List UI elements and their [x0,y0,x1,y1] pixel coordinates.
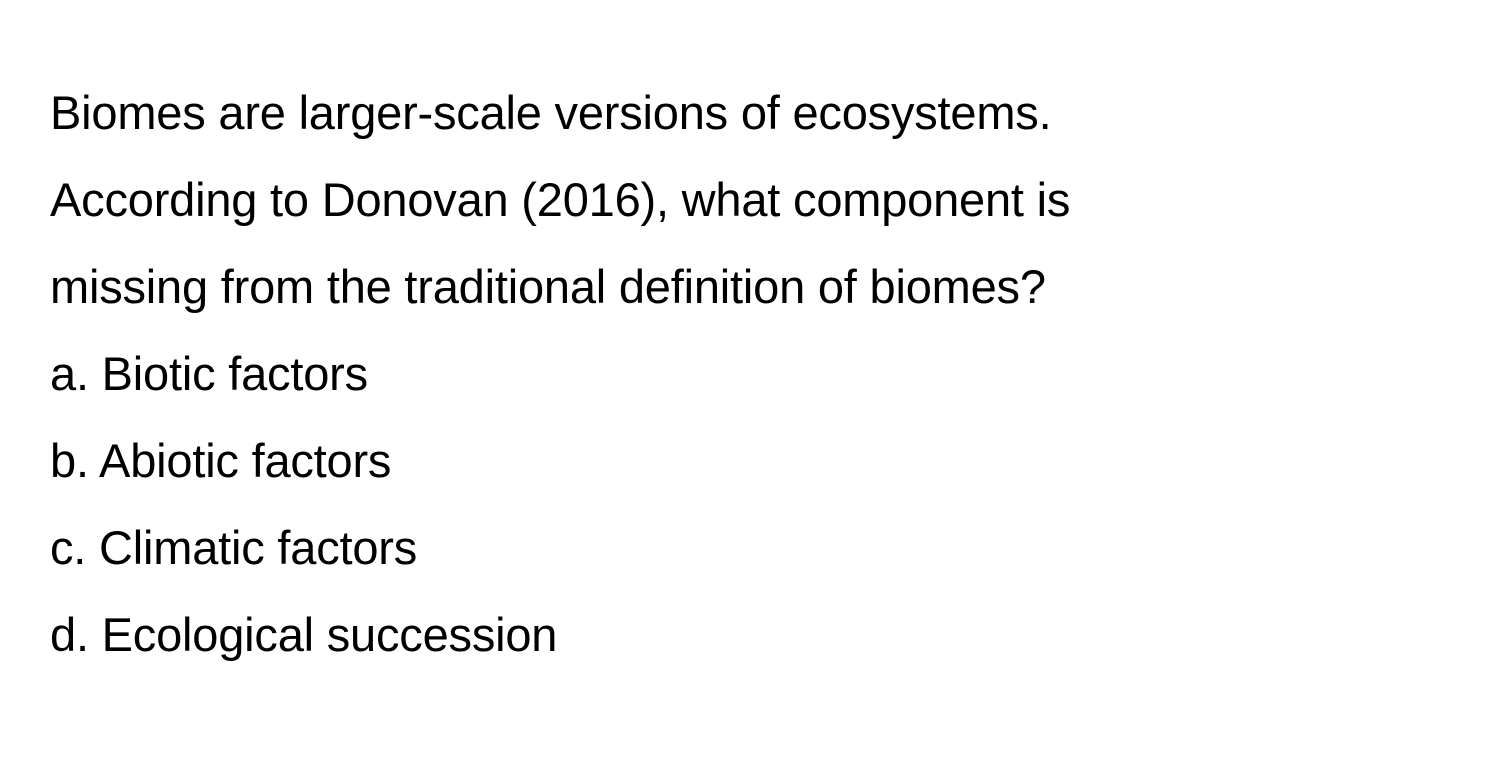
option-d[interactable]: d. Ecological succession [50,592,1450,679]
question-text-line-1: Biomes are larger-scale versions of ecos… [50,70,1450,157]
question-container: Biomes are larger-scale versions of ecos… [0,0,1500,729]
option-b[interactable]: b. Abiotic factors [50,418,1450,505]
question-text-line-3: missing from the traditional definition … [50,244,1450,331]
option-c[interactable]: c. Climatic factors [50,505,1450,592]
question-text-line-2: According to Donovan (2016), what compon… [50,157,1450,244]
option-a[interactable]: a. Biotic factors [50,331,1450,418]
